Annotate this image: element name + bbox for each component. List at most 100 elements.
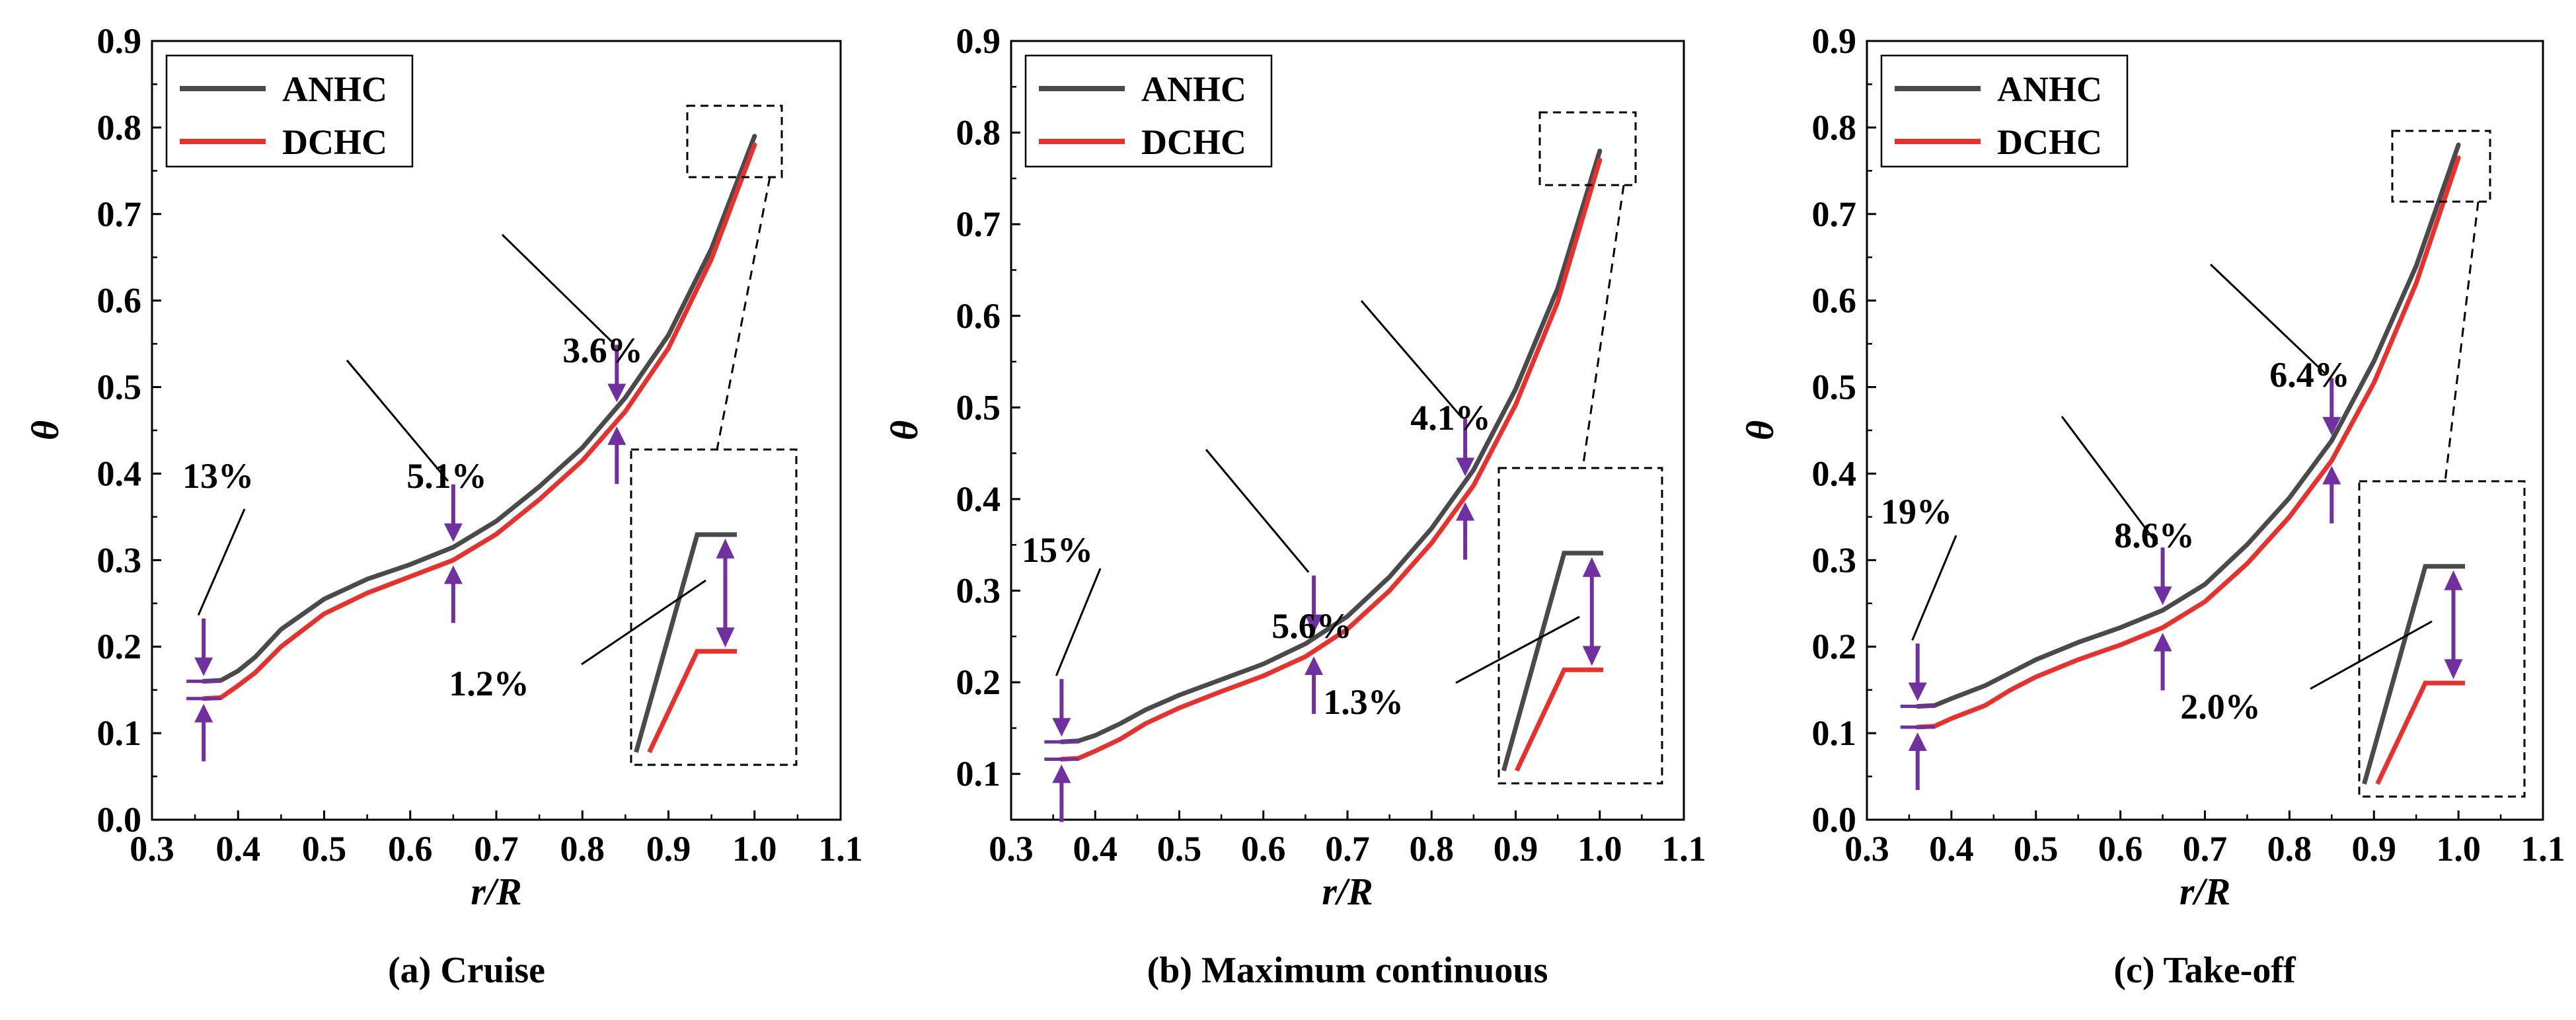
chart-panel-3: 0.3 0.4 0.5 0.6 0.7 0.8 0.9 1.0 1.1 0.0 0.1 0.2 0.3 0… — [1739, 21, 2565, 991]
inset-arrow-head-up — [1582, 557, 1601, 577]
series-line-dchc — [1915, 155, 2461, 730]
gap-annotation: 13% — [182, 456, 254, 762]
inset-line-anhc — [634, 532, 737, 753]
gap-percent-label: 19% — [1881, 492, 1952, 531]
arrow-up-head — [194, 703, 213, 723]
zoom-source-box — [2391, 130, 2491, 203]
legend-label-anhc: ANHC — [282, 69, 387, 109]
y-tick-label: 0.3 — [956, 571, 1001, 611]
legend: ANHC DCHC — [1880, 54, 2129, 168]
legend-box — [1024, 54, 1273, 168]
x-tick-label: 0.4 — [1929, 829, 1974, 869]
zoom-inset: 1.2% — [449, 104, 798, 766]
inset-percent-label: 1.3% — [1323, 682, 1404, 722]
arrow-up-head — [1305, 656, 1324, 675]
series-line-dchc — [201, 142, 757, 701]
legend-label-anhc: ANHC — [1141, 69, 1246, 109]
arrow-down-head — [607, 383, 626, 403]
inset-arrow-head-down — [716, 627, 735, 648]
gap-percent-label: 5.6% — [1271, 606, 1352, 646]
y-axis-label: θ — [1739, 420, 1782, 440]
y-tick-label: 0.6 — [1812, 281, 1857, 321]
y-tick-label: 0.0 — [97, 800, 142, 840]
y-tick-label: 0.2 — [1812, 627, 1857, 666]
panel-caption: (a) Cruise — [388, 950, 545, 991]
gap-annotation: 15% — [1022, 530, 1102, 822]
y-tick-label: 0.9 — [1812, 21, 1857, 61]
legend-label-dchc: DCHC — [1141, 122, 1246, 162]
y-tick-label: 0.3 — [97, 540, 142, 580]
gap-percent-label: 3.6% — [562, 331, 643, 370]
inset-arrow-head-up — [2444, 570, 2463, 590]
y-tick-label: 0.9 — [956, 21, 1001, 61]
gap-percent-label: 13% — [182, 456, 254, 496]
inset-percent-label: 2.0% — [2180, 687, 2261, 726]
arrow-up-head — [1456, 502, 1475, 521]
zoom-source-box — [686, 104, 783, 178]
gap-percent-label: 15% — [1022, 530, 1093, 570]
arrow-down-head — [1052, 718, 1071, 737]
y-tick-label: 0.0 — [1812, 800, 1857, 840]
y-tick-label: 0.8 — [956, 113, 1001, 153]
arrow-down-head — [2153, 586, 2172, 606]
gap-annotation: 8.6% — [2061, 416, 2195, 691]
x-tick-label: 0.5 — [2014, 829, 2059, 869]
y-tick-label: 0.7 — [97, 194, 142, 234]
gap-annotation: 4.1% — [1360, 300, 1491, 560]
zoom-connector — [1581, 184, 1625, 469]
inset-line-dchc — [2375, 680, 2465, 785]
y-tick-label: 0.7 — [1812, 194, 1857, 234]
arrow-down-head — [1908, 682, 1927, 701]
inset-arrow-head-up — [716, 538, 735, 559]
legend: ANHC DCHC — [165, 54, 414, 168]
inset-line-anhc — [2362, 564, 2465, 785]
legend-box — [165, 54, 414, 168]
y-axis-label: θ — [24, 420, 67, 440]
x-tick-label: 0.3 — [989, 829, 1034, 869]
gap-percent-label: 5.1% — [406, 456, 487, 496]
zoom-source-box — [1538, 111, 1637, 186]
panel-caption: (c) Take-off — [2113, 950, 2296, 991]
y-tick-label: 0.1 — [956, 754, 1001, 794]
y-tick-label: 0.7 — [956, 204, 1001, 244]
x-tick-label: 0.7 — [474, 829, 519, 869]
zoom-target-box — [2358, 480, 2526, 798]
series-line-dchc — [1059, 157, 1603, 762]
gap-annotation: 5.6% — [1205, 449, 1352, 714]
arrow-up-head — [2153, 633, 2172, 652]
x-axis-label: r/R — [471, 870, 521, 913]
inset-leader-line — [2310, 620, 2433, 690]
y-tick-label: 0.3 — [1812, 540, 1857, 580]
y-tick-label: 0.4 — [97, 453, 142, 493]
x-tick-label: 0.4 — [216, 829, 261, 869]
zoom-connector — [2444, 201, 2480, 482]
y-tick-label: 0.4 — [956, 479, 1001, 519]
y-tick-label: 0.6 — [956, 296, 1001, 336]
x-tick-label: 0.4 — [1073, 829, 1118, 869]
x-tick-label: 1.0 — [732, 829, 777, 869]
legend-label-dchc: DCHC — [1997, 122, 2102, 162]
series-line-anhc — [201, 134, 757, 684]
x-tick-label: 0.9 — [646, 829, 691, 869]
y-tick-label: 0.5 — [97, 368, 142, 407]
leader-line — [346, 360, 449, 482]
gap-percent-label: 4.1% — [1410, 398, 1491, 438]
x-tick-label: 0.9 — [2352, 829, 2397, 869]
leader-line — [1911, 535, 1957, 641]
panel-caption: (b) Maximum continuous — [1147, 950, 1548, 991]
x-tick-label: 0.8 — [2267, 829, 2312, 869]
arrow-down-head — [1456, 457, 1475, 477]
y-tick-label: 0.8 — [1812, 108, 1857, 147]
x-tick-label: 0.9 — [1494, 829, 1538, 869]
zoom-inset: 1.3% — [1323, 111, 1663, 785]
x-axis-label: r/R — [1322, 870, 1373, 913]
legend-box — [1880, 54, 2129, 168]
x-tick-label: 1.1 — [818, 829, 863, 869]
leader-line — [2061, 416, 2158, 545]
x-tick-label: 0.6 — [388, 829, 433, 869]
inset-leader-line — [1455, 615, 1580, 684]
x-tick-label: 0.7 — [2183, 829, 2228, 869]
arrow-up-head — [2322, 465, 2341, 485]
